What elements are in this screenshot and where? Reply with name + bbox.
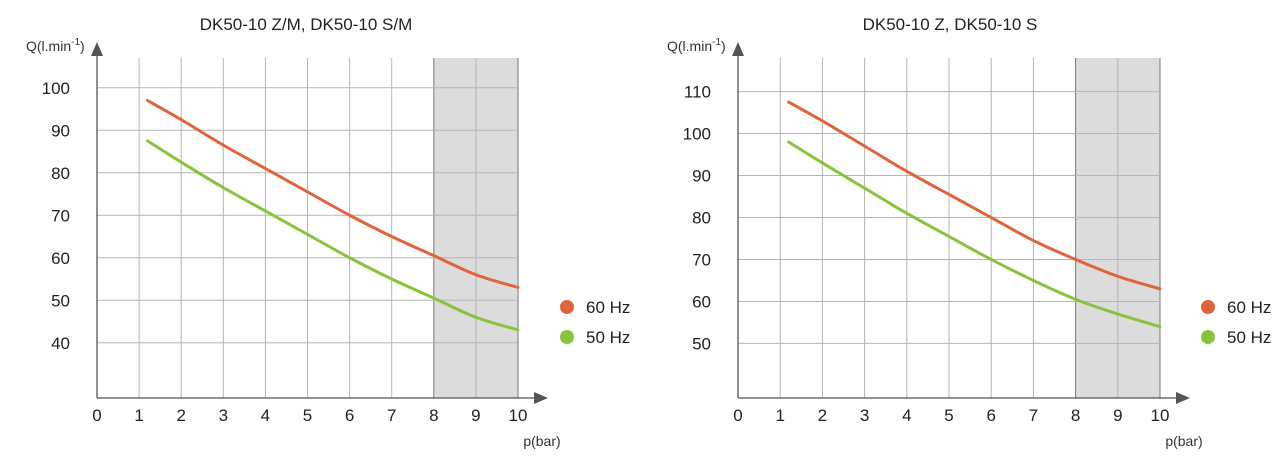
y-axis-arrow: [732, 42, 744, 56]
x-tick-label: 9: [1113, 406, 1122, 425]
x-tick-label: 5: [303, 406, 312, 425]
x-tick-label: 10: [509, 406, 528, 425]
x-tick-label: 3: [219, 406, 228, 425]
x-tick-label: 0: [733, 406, 742, 425]
y-tick-label: 80: [51, 164, 70, 183]
chart-2: DK50-10 Z, DK50-10 S Q(l.min-1) p(bar) 0 1 2 3…: [667, 15, 1271, 449]
chart-title: DK50-10 Z/M, DK50-10 S/M: [200, 15, 413, 34]
x-tick-label: 8: [1071, 406, 1080, 425]
y-axis-arrow: [91, 42, 103, 56]
y-tick-label: 100: [683, 125, 711, 144]
x-tick-label: 7: [1029, 406, 1038, 425]
y-tick-label: 70: [692, 250, 711, 269]
chart-1: DK50-10 Z/M, DK50-10 S/M Q(l.min-1) p(bar)…: [26, 15, 630, 449]
x-tick-label: 5: [944, 406, 953, 425]
y-axis-label: Q(l.min-1): [26, 37, 85, 54]
y-tick-label: 60: [692, 292, 711, 311]
x-tick-label: 4: [261, 406, 270, 425]
x-tick-label: 2: [176, 406, 185, 425]
legend-label: 60 Hz: [1227, 298, 1271, 317]
y-tick-label: 50: [692, 334, 711, 353]
y-tick-label: 60: [51, 249, 70, 268]
x-tick-label: 7: [387, 406, 396, 425]
x-axis-label: p(bar): [523, 433, 560, 449]
y-tick-label: 40: [51, 334, 70, 353]
series-line-60-hz: [146, 99, 520, 289]
x-tick-label: 6: [345, 406, 354, 425]
chart-title: DK50-10 Z, DK50-10 S: [863, 15, 1038, 34]
charts-root: DK50-10 Z/M, DK50-10 S/M Q(l.min-1) p(bar)…: [26, 15, 1271, 449]
legend-marker: [1201, 300, 1215, 314]
y-tick-label: 50: [51, 291, 70, 310]
x-tick-label: 1: [775, 406, 784, 425]
legend-marker: [560, 330, 574, 344]
legend-label: 60 Hz: [586, 298, 630, 317]
x-axis-label: p(bar): [1165, 433, 1202, 449]
series-line-50-hz: [146, 139, 520, 332]
legend-marker: [1201, 330, 1215, 344]
y-tick-label: 70: [51, 206, 70, 225]
series-line-50-hz: [787, 140, 1162, 329]
legend-marker: [560, 300, 574, 314]
x-tick-label: 6: [986, 406, 995, 425]
y-tick-label: 80: [692, 209, 711, 228]
x-tick-label: 8: [429, 406, 438, 425]
x-axis-arrow: [534, 392, 548, 404]
y-axis-label: Q(l.min-1): [667, 37, 726, 54]
legend-label: 50 Hz: [586, 328, 630, 347]
x-tick-label: 9: [471, 406, 480, 425]
x-tick-label: 3: [860, 406, 869, 425]
x-axis-arrow: [1176, 392, 1190, 404]
x-tick-label: 0: [92, 406, 101, 425]
series-line-60-hz: [787, 100, 1162, 291]
y-tick-label: 90: [51, 121, 70, 140]
x-tick-label: 2: [818, 406, 827, 425]
legend-label: 50 Hz: [1227, 328, 1271, 347]
x-tick-label: 10: [1151, 406, 1170, 425]
y-tick-label: 100: [42, 79, 70, 98]
x-tick-label: 1: [134, 406, 143, 425]
y-tick-label: 90: [692, 167, 711, 186]
y-tick-label: 110: [684, 83, 711, 102]
x-tick-label: 4: [902, 406, 911, 425]
